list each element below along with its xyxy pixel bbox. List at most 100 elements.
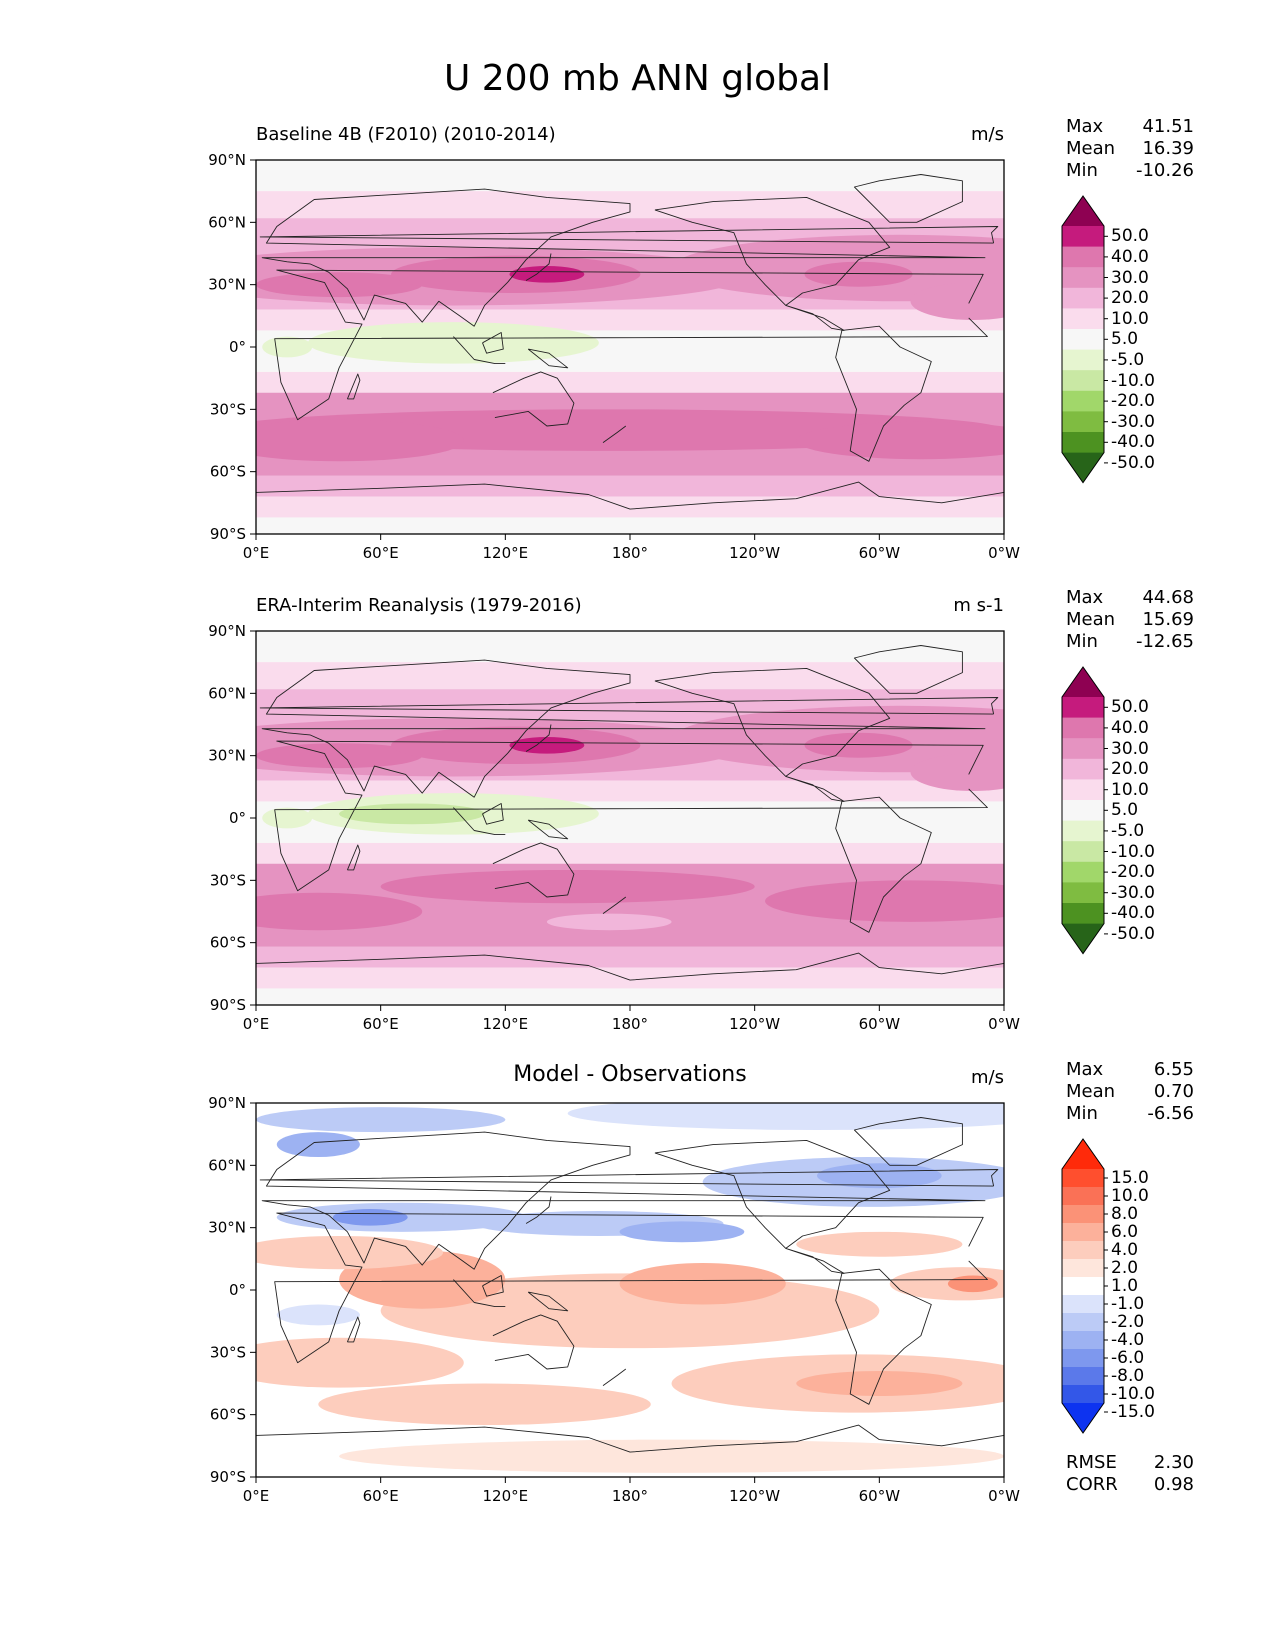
stat-label: Max [1066,587,1104,608]
colorbar-swatch [1062,1223,1104,1242]
y-tick-label: 60°N [208,1156,246,1174]
colorbar-swatch [1062,841,1104,863]
contour-region [262,807,313,829]
colorbar-label: -6.0 [1111,1348,1145,1368]
contour-region [339,803,485,825]
contour-region [276,1132,360,1158]
colorbar-outline [1061,195,1105,484]
stat-value: -10.26 [1135,160,1194,181]
coastline [256,1424,1004,1453]
coastline [853,645,963,694]
contour-region [804,261,913,287]
colorbar-swatch [1062,820,1104,842]
x-tick-label: 60°E [363,1015,399,1033]
x-tick-label: 120°E [483,1015,529,1033]
stat-value: 16.39 [1142,138,1194,159]
coastline [274,1212,988,1364]
coastline-layer [256,645,1004,981]
x-tick-label: 180° [612,544,648,562]
contour-region [796,1231,963,1257]
colorbar-swatch [1062,903,1104,925]
x-tick-label: 60°W [859,544,901,562]
contour-region [318,1383,651,1426]
colorbar-extend-bottom [1062,1403,1104,1433]
x-tick-label: 0°E [243,544,270,562]
stat-label: RMSE [1066,1452,1117,1473]
colorbar-label: -50.0 [1111,923,1155,944]
stat-label: Mean [1066,609,1116,630]
contour-region [307,322,599,364]
y-tick-label: 90°S [210,525,246,543]
stat-value: 2.30 [1153,1452,1194,1473]
x-tick-label: 0°W [988,544,1020,562]
colorbar-label: 1.0 [1111,1276,1139,1296]
stat-value: 6.55 [1153,1059,1194,1080]
stat-value: 0.98 [1153,1474,1194,1495]
y-tick-label: 30°S [210,1343,246,1361]
stat-value: 41.51 [1142,116,1194,137]
x-tick-label: 60°W [859,1487,901,1505]
contour-region [256,1107,506,1133]
contour-region [332,1208,408,1226]
coastline [654,667,891,802]
stats-block: Max 41.51 Mean 16.39 Min -10.26 [1066,116,1194,182]
colorbar-label: -20.0 [1111,391,1155,412]
coastline [492,371,575,427]
coastline [482,332,504,354]
colorbar-label: 10.0 [1111,1186,1149,1206]
colorbar-label: -10.0 [1111,1384,1155,1404]
colorbar: 15.0 10.0 8.0 6.0 4.0 2.0 1.0 -1.0 -2.0 -4.0 -6.0-… [1060,1137,1180,1435]
colorbar-swatch [1062,738,1104,760]
colorbar-swatch [1062,267,1104,289]
contour-region [804,732,913,758]
contour-region [380,869,755,904]
contour-region [262,336,313,358]
contour-region [910,753,1004,791]
colorbar-label: 40.0 [1111,717,1149,738]
colorbar-label: -40.0 [1111,432,1155,453]
y-tick-label: 90°S [210,996,246,1014]
contour-layer [256,1103,1004,1477]
contour-region [889,1267,1004,1301]
colorbar-label: -5.0 [1111,820,1145,841]
x-tick-label: 120°W [729,1487,780,1505]
panel-title: Baseline 4B (F2010) (2010-2014) [256,124,556,145]
colorbar-label: -8.0 [1111,1366,1145,1386]
colorbar-label: 2.0 [1111,1258,1139,1278]
stat-label: Min [1066,1103,1098,1124]
contour-band [256,842,1004,864]
coastline [835,796,932,933]
stat-value: 0.70 [1153,1081,1194,1102]
contour-region [276,1304,360,1326]
colorbar-extend-top [1062,667,1104,697]
colorbar-label: 20.0 [1111,288,1149,309]
contour-region [796,1371,963,1396]
coastline [835,325,932,462]
colorbar-label: 8.0 [1111,1204,1139,1224]
x-tick-label: 0°W [988,1487,1020,1505]
colorbar-swatch [1062,1331,1104,1350]
panel-difference: Model - Observations m/s Max 6.55 Mean 0.7… [0,1059,1275,1537]
colorbar-swatch [1062,1187,1104,1206]
colorbar-swatch [1062,800,1104,822]
coastline [525,1196,552,1224]
x-tick-label: 60°E [363,1487,399,1505]
contour-band [256,946,1004,968]
coastline [346,1316,361,1343]
colorbar-label: -1.0 [1111,1294,1145,1314]
coastline [259,226,999,244]
x-tick-label: 120°E [483,544,529,562]
colorbar-label: -15.0 [1111,1402,1155,1422]
coastline [602,425,627,443]
colorbar-swatch [1062,308,1104,330]
colorbar-label: 50.0 [1111,226,1149,247]
y-tick-label: 0° [229,809,246,827]
contour-region [509,736,585,754]
coastline [482,1275,504,1297]
colorbar-swatch [1062,861,1104,883]
x-tick-label: 0°E [243,1487,270,1505]
x-tick-label: 0°W [988,1015,1020,1033]
contour-layer [256,631,1004,1005]
stat-label: Max [1066,116,1104,137]
colorbar-swatch [1062,1385,1104,1404]
